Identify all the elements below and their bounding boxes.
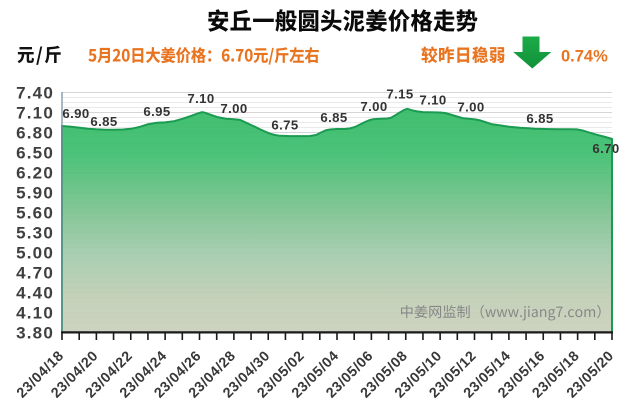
svg-text:7.00: 7.00 [360, 99, 387, 114]
svg-text:0.74%: 0.74% [561, 48, 608, 66]
svg-text:6.90: 6.90 [62, 106, 89, 121]
svg-text:6.80: 6.80 [16, 124, 54, 143]
svg-text:6.75: 6.75 [271, 118, 298, 133]
svg-text:7.00: 7.00 [220, 101, 247, 116]
svg-text:7.00: 7.00 [457, 100, 484, 115]
svg-text:4.70: 4.70 [16, 264, 54, 283]
svg-text:7.10: 7.10 [419, 93, 446, 108]
svg-text:6.95: 6.95 [143, 104, 170, 119]
svg-text:3.80: 3.80 [16, 324, 54, 343]
svg-text:6.85: 6.85 [526, 111, 553, 126]
svg-text:4.40: 4.40 [16, 284, 54, 303]
svg-text:6.70: 6.70 [592, 141, 619, 156]
svg-text:6.50: 6.50 [16, 144, 54, 163]
svg-text:4.10: 4.10 [16, 304, 54, 323]
svg-text:7.10: 7.10 [187, 91, 214, 106]
svg-text:5.00: 5.00 [16, 244, 54, 263]
svg-text:6.85: 6.85 [90, 114, 117, 129]
svg-text:7.40: 7.40 [16, 84, 54, 103]
svg-text:5.60: 5.60 [16, 204, 54, 223]
svg-text:7.15: 7.15 [386, 87, 413, 102]
svg-text:7.10: 7.10 [16, 104, 54, 123]
svg-text:6.20: 6.20 [16, 164, 54, 183]
svg-text:6.85: 6.85 [320, 110, 347, 125]
svg-text:5.90: 5.90 [16, 184, 54, 203]
svg-text:5.30: 5.30 [16, 224, 54, 243]
